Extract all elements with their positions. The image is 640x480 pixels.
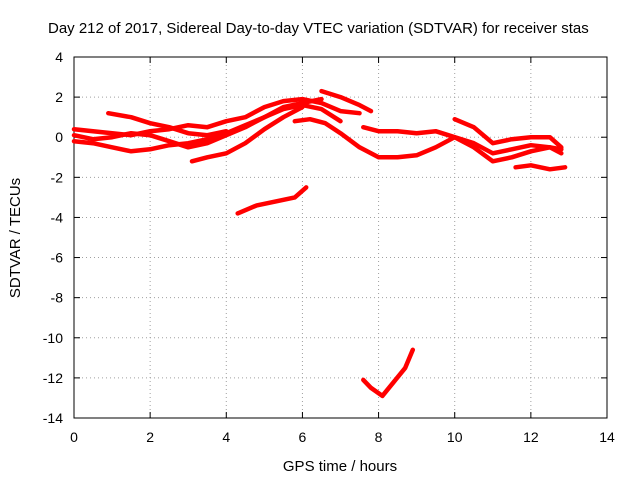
series-line-track-5 bbox=[189, 104, 305, 164]
series-line-track-3 bbox=[71, 96, 324, 150]
y-tick-label: -8 bbox=[51, 290, 64, 306]
x-tick-label: 10 bbox=[447, 429, 463, 445]
axis-ticks bbox=[73, 56, 608, 419]
x-tick-label: 12 bbox=[523, 429, 539, 445]
y-tick-label: 2 bbox=[55, 89, 63, 105]
y-tick-label: -6 bbox=[51, 250, 64, 266]
series-line-track-6 bbox=[235, 185, 309, 216]
y-tick-label: 4 bbox=[55, 49, 63, 65]
x-tick-labels: 0 2 4 6 8 10 12 14 bbox=[70, 429, 615, 445]
y-tick-label: -10 bbox=[43, 330, 63, 346]
x-tick-label: 4 bbox=[222, 429, 230, 445]
series-line-track-12 bbox=[361, 347, 416, 399]
series-line-track-1 bbox=[71, 96, 362, 138]
y-tick-label: -2 bbox=[51, 169, 64, 185]
y-tick-label: -12 bbox=[43, 370, 63, 386]
x-tick-label: 14 bbox=[599, 429, 615, 445]
series-line-track-8 bbox=[319, 88, 374, 114]
x-axis-label: GPS time / hours bbox=[283, 458, 397, 475]
y-tick-labels: -14 -12 -10 -8 -6 -4 -2 0 2 4 bbox=[43, 49, 63, 426]
series-line-track-4 bbox=[106, 110, 229, 138]
x-tick-label: 8 bbox=[375, 429, 383, 445]
y-tick-label: 0 bbox=[55, 129, 63, 145]
series-line-track-10 bbox=[452, 116, 564, 150]
x-tick-label: 6 bbox=[299, 429, 307, 445]
x-tick-label: 0 bbox=[70, 429, 78, 445]
series-line-track-9 bbox=[361, 124, 564, 164]
series-line-track-11 bbox=[513, 163, 568, 172]
y-tick-label: -4 bbox=[51, 209, 64, 225]
chart-title: Day 212 of 2017, Sidereal Day-to-day VTE… bbox=[48, 20, 589, 37]
y-axis-label: SDTVAR / TECUs bbox=[7, 178, 24, 298]
plot-frame bbox=[73, 56, 608, 419]
data-series bbox=[71, 88, 568, 399]
series-line-track-7 bbox=[292, 116, 564, 160]
x-tick-label: 2 bbox=[146, 429, 154, 445]
y-tick-label: -14 bbox=[43, 410, 63, 426]
